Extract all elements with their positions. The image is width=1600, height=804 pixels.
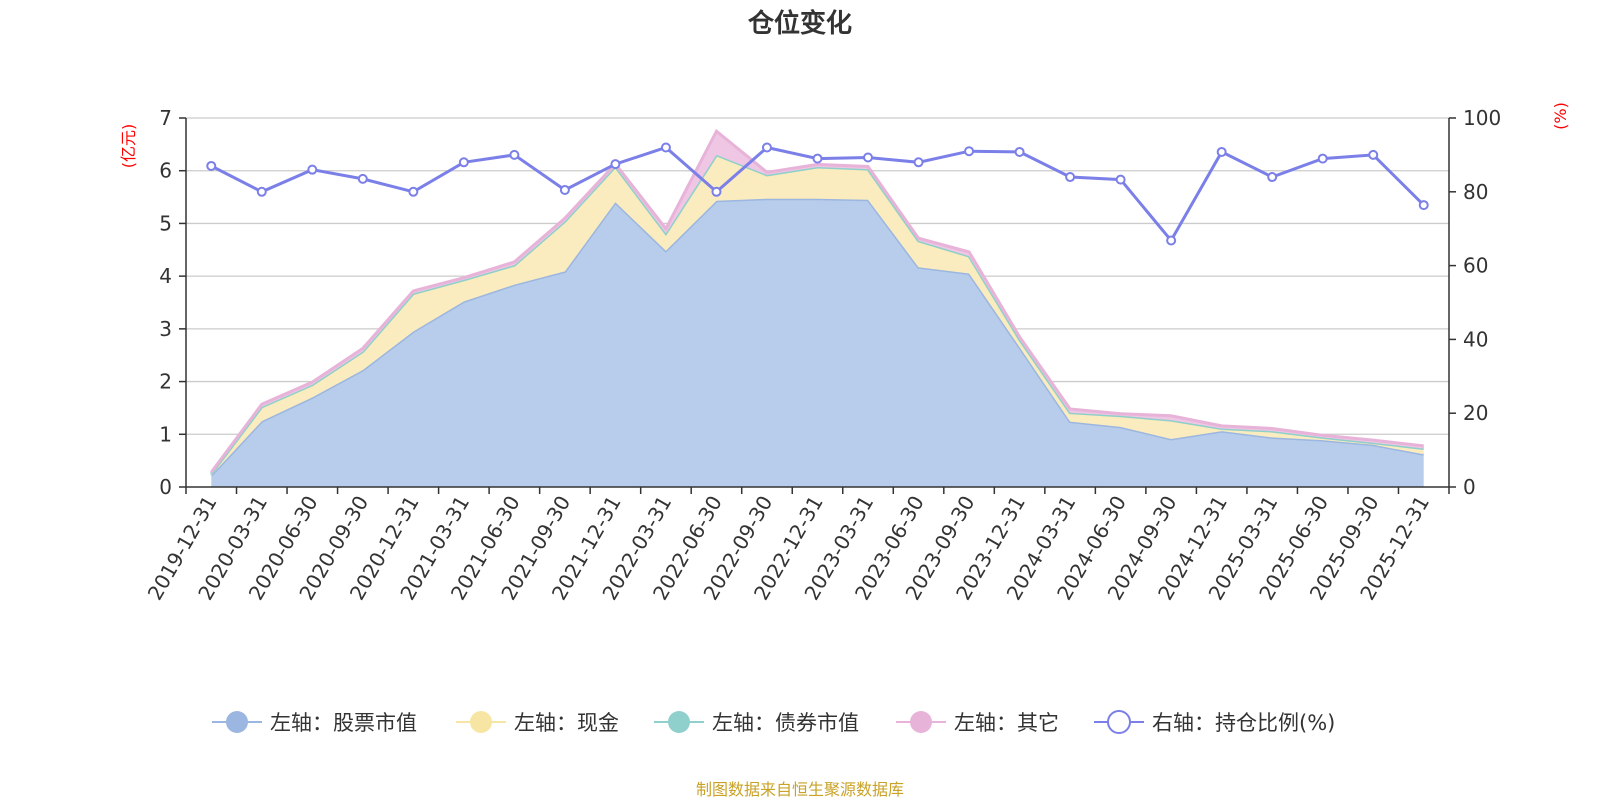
ratio-point xyxy=(913,157,924,168)
ratio-point xyxy=(1216,146,1227,157)
ratio-point xyxy=(1267,172,1278,183)
legend-item: 右轴：持仓比例(%) xyxy=(1094,710,1335,735)
legend-swatch-marker xyxy=(226,711,248,733)
ratio-point xyxy=(1014,146,1025,157)
ratio-point xyxy=(863,152,874,163)
legend-label: 左轴：债券市值 xyxy=(712,711,859,735)
ratio-point xyxy=(509,149,520,160)
ratio-point xyxy=(256,186,267,197)
legend-swatch-marker xyxy=(1107,710,1131,734)
ratio-point xyxy=(711,186,722,197)
left-tick-label: 3 xyxy=(159,317,172,341)
ratio-point xyxy=(559,184,570,195)
ratio-point xyxy=(1317,153,1328,164)
ratio-point xyxy=(408,186,419,197)
left-tick-label: 5 xyxy=(159,211,172,235)
legend-swatch-marker xyxy=(668,711,690,733)
ratio-point xyxy=(660,142,671,153)
ratio-point xyxy=(964,146,975,157)
left-axis-unit: (亿元) xyxy=(119,124,138,169)
ratio-point xyxy=(357,173,368,184)
ratio-point xyxy=(1115,174,1126,185)
legend-swatch-marker xyxy=(910,711,932,733)
legend-item: 左轴：现金 xyxy=(456,711,619,735)
ratio-point xyxy=(1368,149,1379,160)
area-line xyxy=(210,128,1424,474)
area-fill xyxy=(211,198,1424,487)
left-tick-label: 4 xyxy=(159,264,172,288)
left-tick-label: 6 xyxy=(159,159,172,183)
legend-label: 左轴：现金 xyxy=(514,711,619,735)
source-footer: 制图数据来自恒生聚源数据库 xyxy=(696,780,904,799)
ratio-line xyxy=(206,142,1429,246)
legend-label: 右轴：持仓比例(%) xyxy=(1152,711,1335,735)
right-tick-label: 0 xyxy=(1463,475,1476,499)
stacked-areas xyxy=(210,128,1424,487)
ratio-point xyxy=(307,164,318,175)
left-tick-label: 2 xyxy=(159,370,172,394)
legend-item: 左轴：债券市值 xyxy=(654,711,859,735)
ratio-point xyxy=(206,160,217,171)
legend-item: 左轴：其它 xyxy=(896,711,1059,735)
legend-item: 左轴：股票市值 xyxy=(212,711,417,735)
ratio-point xyxy=(812,153,823,164)
right-axis-unit: (%) xyxy=(1551,102,1570,130)
ratio-point xyxy=(610,159,621,170)
ratio-point xyxy=(1418,200,1429,211)
left-tick-label: 7 xyxy=(159,106,172,130)
right-tick-label: 80 xyxy=(1463,180,1488,204)
ratio-point xyxy=(761,142,772,153)
left-tick-label: 0 xyxy=(159,475,172,499)
ratio-point xyxy=(458,157,469,168)
ratio-point xyxy=(1166,235,1177,246)
chart-title: 仓位变化 xyxy=(747,8,852,39)
legend: 左轴：股票市值 左轴：现金 左轴：债券市值 左轴：其它 右轴：持仓比例(%) xyxy=(212,710,1335,735)
ratio-point xyxy=(1065,172,1076,183)
legend-label: 左轴：其它 xyxy=(954,711,1059,735)
right-tick-label: 100 xyxy=(1463,106,1501,130)
left-tick-label: 1 xyxy=(159,422,172,446)
legend-label: 左轴：股票市值 xyxy=(270,711,417,735)
right-tick-label: 20 xyxy=(1463,401,1488,425)
right-tick-label: 40 xyxy=(1463,327,1488,351)
right-tick-label: 60 xyxy=(1463,254,1488,278)
legend-swatch-marker xyxy=(470,711,492,733)
